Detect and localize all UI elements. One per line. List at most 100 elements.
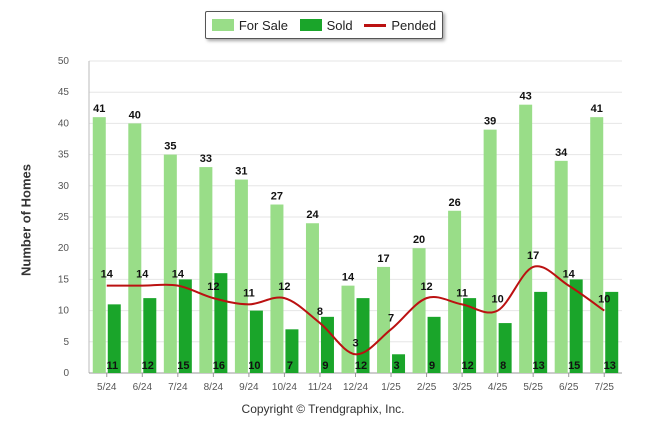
x-tick-label: 7/25 xyxy=(594,382,614,393)
x-tick-label: 7/24 xyxy=(168,382,188,393)
legend-label-for-sale: For Sale xyxy=(238,17,288,33)
bar-sold xyxy=(498,323,512,373)
bar-for-sale xyxy=(199,167,213,373)
data-label-pended: 10 xyxy=(492,294,504,306)
bar-for-sale xyxy=(519,104,533,374)
data-label-for-sale: 14 xyxy=(342,272,355,284)
bar-for-sale xyxy=(377,266,391,373)
y-tick-label: 40 xyxy=(58,118,70,129)
data-label-pended: 11 xyxy=(243,287,255,299)
data-label-pended: 8 xyxy=(317,306,323,318)
data-label-pended: 14 xyxy=(136,269,149,281)
y-tick-label: 10 xyxy=(58,306,70,317)
data-label-for-sale: 17 xyxy=(377,253,389,265)
data-label-pended: 3 xyxy=(352,337,358,349)
bar-for-sale xyxy=(341,285,355,373)
x-tick-label: 6/24 xyxy=(133,382,153,393)
data-label-for-sale: 20 xyxy=(413,234,425,246)
data-label-sold: 13 xyxy=(604,360,616,372)
bar-sold xyxy=(214,273,228,373)
x-tick-label: 5/24 xyxy=(97,382,117,393)
bar-for-sale xyxy=(163,154,177,373)
legend-item-pended: Pended xyxy=(364,18,436,33)
y-tick-label: 50 xyxy=(58,56,70,67)
data-label-pended: 12 xyxy=(420,281,432,293)
data-label-pended: 14 xyxy=(172,269,185,281)
bar-for-sale xyxy=(128,123,142,374)
bar-for-sale xyxy=(412,248,426,373)
data-label-for-sale: 35 xyxy=(164,141,176,153)
legend-item-for-sale: For Sale xyxy=(211,17,288,33)
x-tick-label: 4/25 xyxy=(488,382,508,393)
data-label-sold: 12 xyxy=(142,360,154,372)
data-label-for-sale: 26 xyxy=(448,197,460,209)
data-label-sold: 13 xyxy=(533,360,545,372)
bar-sold xyxy=(320,316,334,373)
data-label-sold: 12 xyxy=(461,360,473,372)
data-label-for-sale: 41 xyxy=(591,103,603,115)
legend-swatch-sold xyxy=(299,19,322,31)
data-label-for-sale: 39 xyxy=(484,116,496,128)
data-label-pended: 10 xyxy=(598,294,610,306)
legend-label-pended: Pended xyxy=(391,17,437,33)
data-label-sold: 15 xyxy=(568,360,580,372)
bar-sold xyxy=(107,304,121,373)
bar-for-sale xyxy=(554,160,568,373)
legend: For Sale Sold Pended xyxy=(205,11,443,39)
bar-for-sale xyxy=(92,117,106,373)
bar-sold xyxy=(178,279,192,373)
data-label-pended: 17 xyxy=(527,250,539,262)
x-tick-label: 3/25 xyxy=(452,382,472,393)
bar-sold xyxy=(249,310,263,373)
data-label-for-sale: 27 xyxy=(271,191,283,203)
data-label-sold: 7 xyxy=(287,360,293,372)
bar-for-sale xyxy=(305,223,319,373)
data-label-sold: 9 xyxy=(322,360,328,372)
data-label-for-sale: 43 xyxy=(520,91,532,103)
y-tick-label: 0 xyxy=(63,368,69,379)
data-label-sold: 8 xyxy=(500,360,506,372)
data-label-pended: 12 xyxy=(207,281,219,293)
y-tick-label: 35 xyxy=(58,150,70,161)
data-label-pended: 14 xyxy=(101,269,114,281)
bar-sold xyxy=(392,354,406,373)
copyright-text: Copyright © Trendgraphix, Inc. xyxy=(241,402,405,416)
bar-for-sale xyxy=(483,129,497,373)
data-label-pended: 12 xyxy=(278,281,290,293)
legend-label-sold: Sold xyxy=(326,17,353,33)
data-label-sold: 3 xyxy=(393,360,399,372)
data-label-for-sale: 31 xyxy=(235,166,247,178)
data-label-sold: 9 xyxy=(429,360,435,372)
x-tick-label: 2/25 xyxy=(417,382,437,393)
bar-sold xyxy=(605,291,619,373)
data-label-sold: 11 xyxy=(106,360,118,372)
x-tick-label: 1/25 xyxy=(381,382,401,393)
data-label-pended: 7 xyxy=(388,312,394,324)
data-label-for-sale: 24 xyxy=(306,209,319,221)
x-tick-label: 5/25 xyxy=(523,382,543,393)
bar-sold xyxy=(427,316,441,373)
data-label-sold: 15 xyxy=(177,360,189,372)
x-tick-label: 8/24 xyxy=(204,382,224,393)
bar-sold xyxy=(534,291,548,373)
data-label-pended: 14 xyxy=(563,269,576,281)
bar-sold xyxy=(463,298,477,373)
bar-sold xyxy=(143,298,157,373)
line-pended xyxy=(106,265,605,356)
data-label-sold: 12 xyxy=(355,360,367,372)
data-label-sold: 16 xyxy=(213,360,225,372)
data-label-for-sale: 41 xyxy=(93,103,105,115)
data-label-for-sale: 34 xyxy=(555,147,568,159)
data-label-for-sale: 40 xyxy=(129,109,141,121)
legend-item-sold: Sold xyxy=(299,17,353,33)
x-tick-label: 11/24 xyxy=(308,382,333,393)
y-tick-label: 5 xyxy=(63,337,69,348)
x-tick-label: 12/24 xyxy=(343,382,368,393)
y-tick-label: 45 xyxy=(58,87,70,98)
x-tick-label: 6/25 xyxy=(559,382,579,393)
x-tick-label: 9/24 xyxy=(239,382,259,393)
bar-sold xyxy=(285,329,299,373)
y-tick-label: 20 xyxy=(58,243,70,254)
